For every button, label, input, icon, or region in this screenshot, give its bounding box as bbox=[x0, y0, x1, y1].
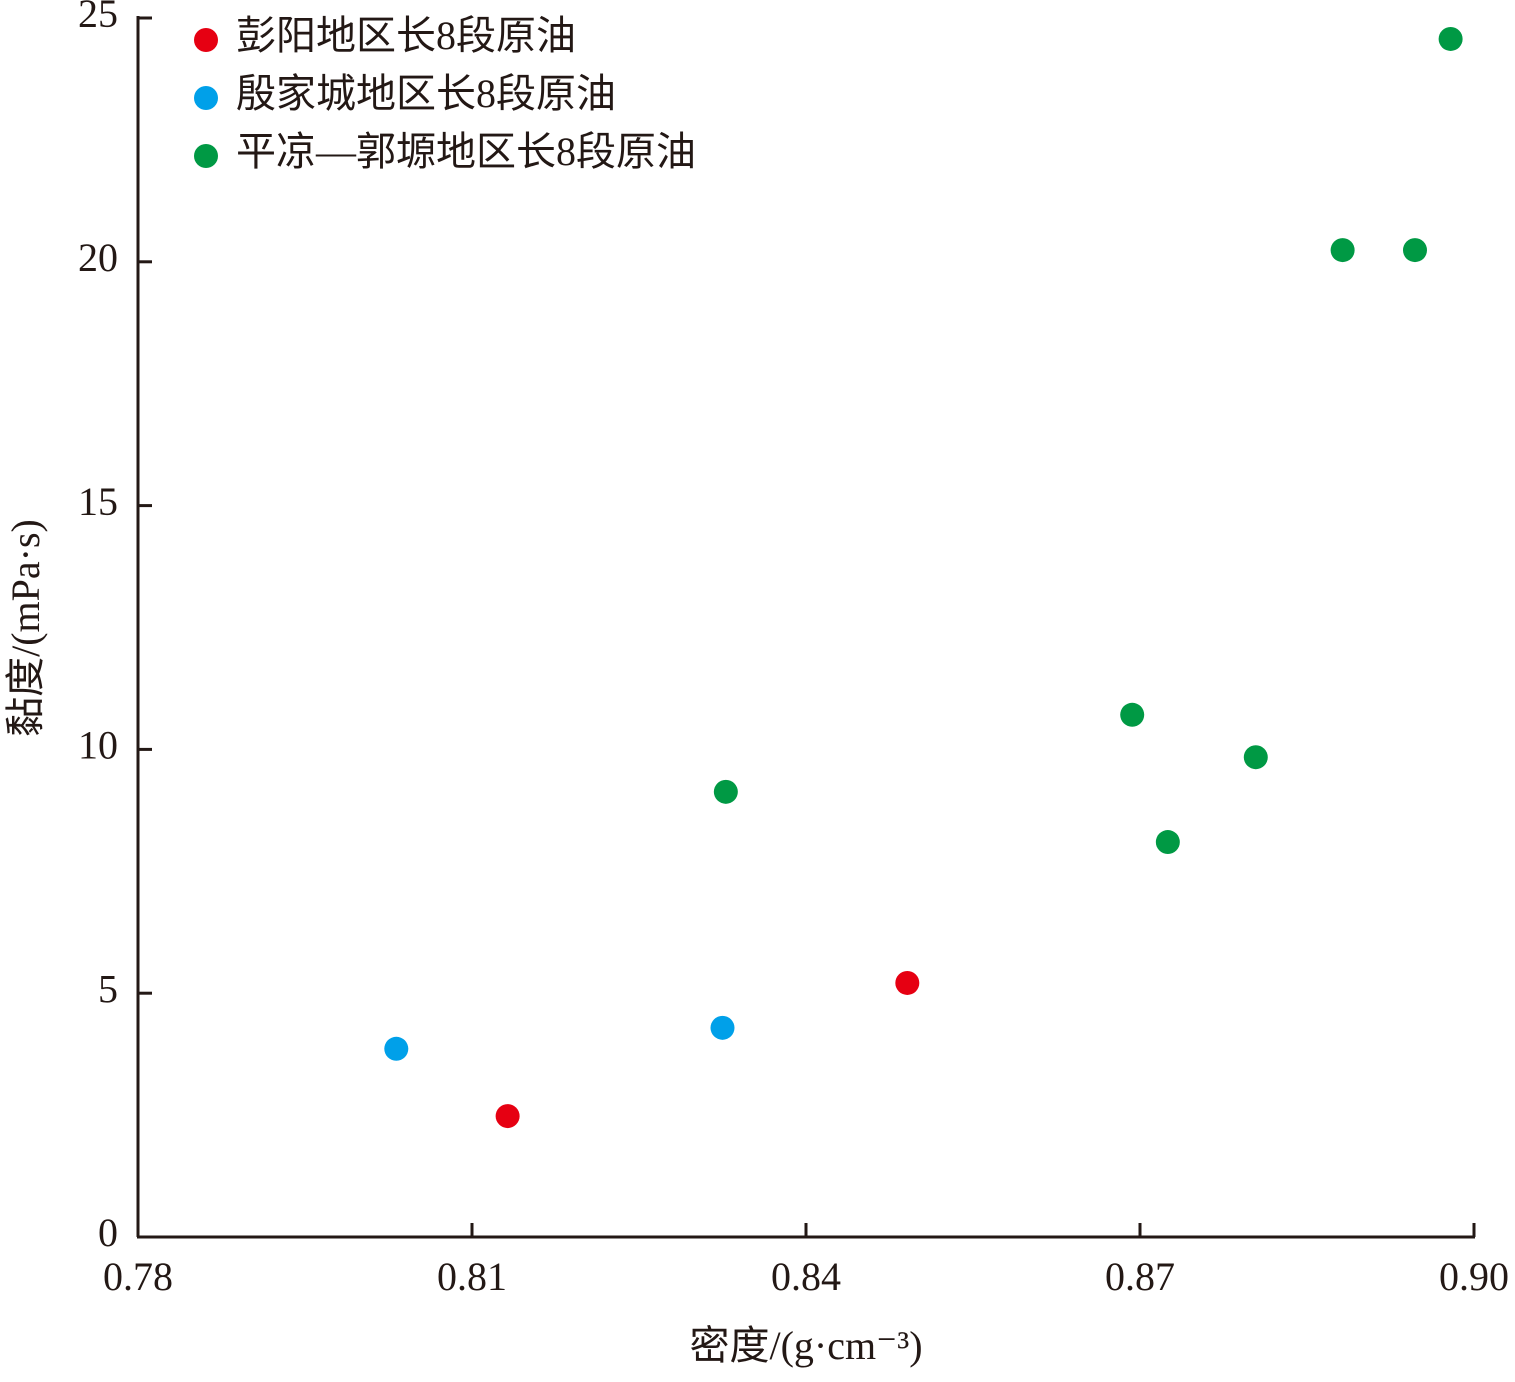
y-tick-label: 0 bbox=[98, 1210, 118, 1255]
point bbox=[895, 970, 920, 995]
point bbox=[1438, 26, 1463, 51]
legend-label: 彭阳地区长8段原油 bbox=[236, 13, 576, 58]
y-axis-label: 黏度/(mPa·s) bbox=[3, 519, 48, 737]
point bbox=[1402, 238, 1427, 263]
point bbox=[1155, 830, 1180, 855]
x-tick-label: 0.84 bbox=[771, 1254, 841, 1299]
x-tick-label: 0.78 bbox=[103, 1254, 173, 1299]
y-tick-label: 25 bbox=[78, 0, 118, 36]
y-tick-label: 10 bbox=[78, 723, 118, 768]
legend-marker bbox=[194, 144, 218, 168]
legend-marker bbox=[194, 86, 218, 110]
point bbox=[384, 1036, 409, 1061]
point bbox=[713, 779, 738, 804]
x-tick-label: 0.87 bbox=[1105, 1254, 1175, 1299]
point bbox=[1330, 238, 1355, 263]
x-axis-label: 密度/(g·cm⁻³) bbox=[689, 1323, 922, 1368]
legend-marker bbox=[194, 28, 218, 52]
y-tick-label: 15 bbox=[78, 479, 118, 524]
y-tick-label: 5 bbox=[98, 966, 118, 1011]
legend-label: 平凉—郭塬地区长8段原油 bbox=[236, 129, 696, 174]
point bbox=[1243, 745, 1268, 770]
point bbox=[1120, 702, 1145, 727]
x-tick-label: 0.90 bbox=[1439, 1254, 1509, 1299]
point bbox=[710, 1015, 735, 1040]
legend-label: 殷家城地区长8段原油 bbox=[236, 71, 616, 116]
y-tick-label: 20 bbox=[78, 235, 118, 280]
x-tick-label: 0.81 bbox=[437, 1254, 507, 1299]
point bbox=[495, 1104, 520, 1129]
